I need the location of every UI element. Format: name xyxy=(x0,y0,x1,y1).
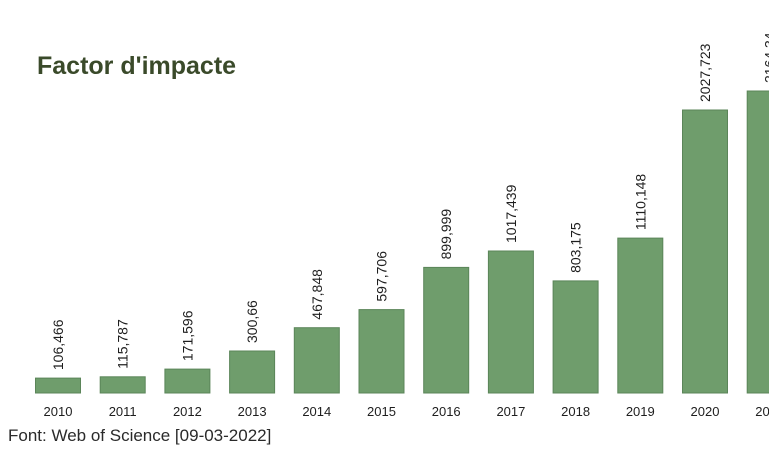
x-tick-2013: 2013 xyxy=(238,404,267,419)
x-tick-2011: 2011 xyxy=(109,404,137,419)
bar-2020 xyxy=(682,109,728,394)
x-tick-2017: 2017 xyxy=(496,404,525,419)
x-tick-2018: 2018 xyxy=(561,404,590,419)
value-label-2019: 1110,148 xyxy=(632,174,648,231)
x-tick-2016: 2016 xyxy=(432,404,461,419)
bar-2021 xyxy=(746,90,769,394)
value-label-2016: 899,999 xyxy=(438,209,454,260)
x-tick-2020: 2020 xyxy=(691,404,720,419)
value-label-2012: 171,596 xyxy=(179,310,195,361)
bar-2017 xyxy=(487,250,534,394)
x-tick-2021: 2021 xyxy=(755,404,769,419)
value-label-2020: 2027,723 xyxy=(697,43,713,102)
value-labels-layer: 106,466 115,787 171,596 300,66 467,848 597,70… xyxy=(50,32,769,370)
source-note: Font: Web of Science [09-03-2022] xyxy=(8,426,272,445)
value-label-2021: 2164,34 xyxy=(762,32,769,83)
x-tick-2019: 2019 xyxy=(626,404,655,419)
bars-layer xyxy=(35,90,769,394)
value-label-2014: 467,848 xyxy=(309,269,325,320)
bar-2016 xyxy=(423,266,470,394)
bar-2012 xyxy=(164,368,211,394)
chart-title: Factor d'impacte xyxy=(37,52,236,80)
x-tick-2012: 2012 xyxy=(173,404,202,419)
value-label-2018: 803,175 xyxy=(568,222,584,273)
bar-2014 xyxy=(293,327,340,394)
bar-2011 xyxy=(99,376,146,394)
bar-2015 xyxy=(358,309,405,394)
bar-2019 xyxy=(617,237,664,394)
x-tick-labels: 2010 2011 2012 2013 2014 2015 2016 2017 2018 2019… xyxy=(44,404,769,419)
x-tick-2015: 2015 xyxy=(367,404,396,419)
bar-2013 xyxy=(229,350,276,394)
value-label-2011: 115,787 xyxy=(115,319,131,369)
value-label-2017: 1017,439 xyxy=(503,184,519,243)
value-label-2013: 300,66 xyxy=(244,300,260,343)
x-tick-2010: 2010 xyxy=(44,404,73,419)
x-tick-2014: 2014 xyxy=(302,404,331,419)
value-label-2015: 597,706 xyxy=(374,251,390,302)
bar-2018 xyxy=(552,280,599,394)
bar-2010 xyxy=(35,377,81,394)
value-label-2010: 106,466 xyxy=(50,319,66,370)
